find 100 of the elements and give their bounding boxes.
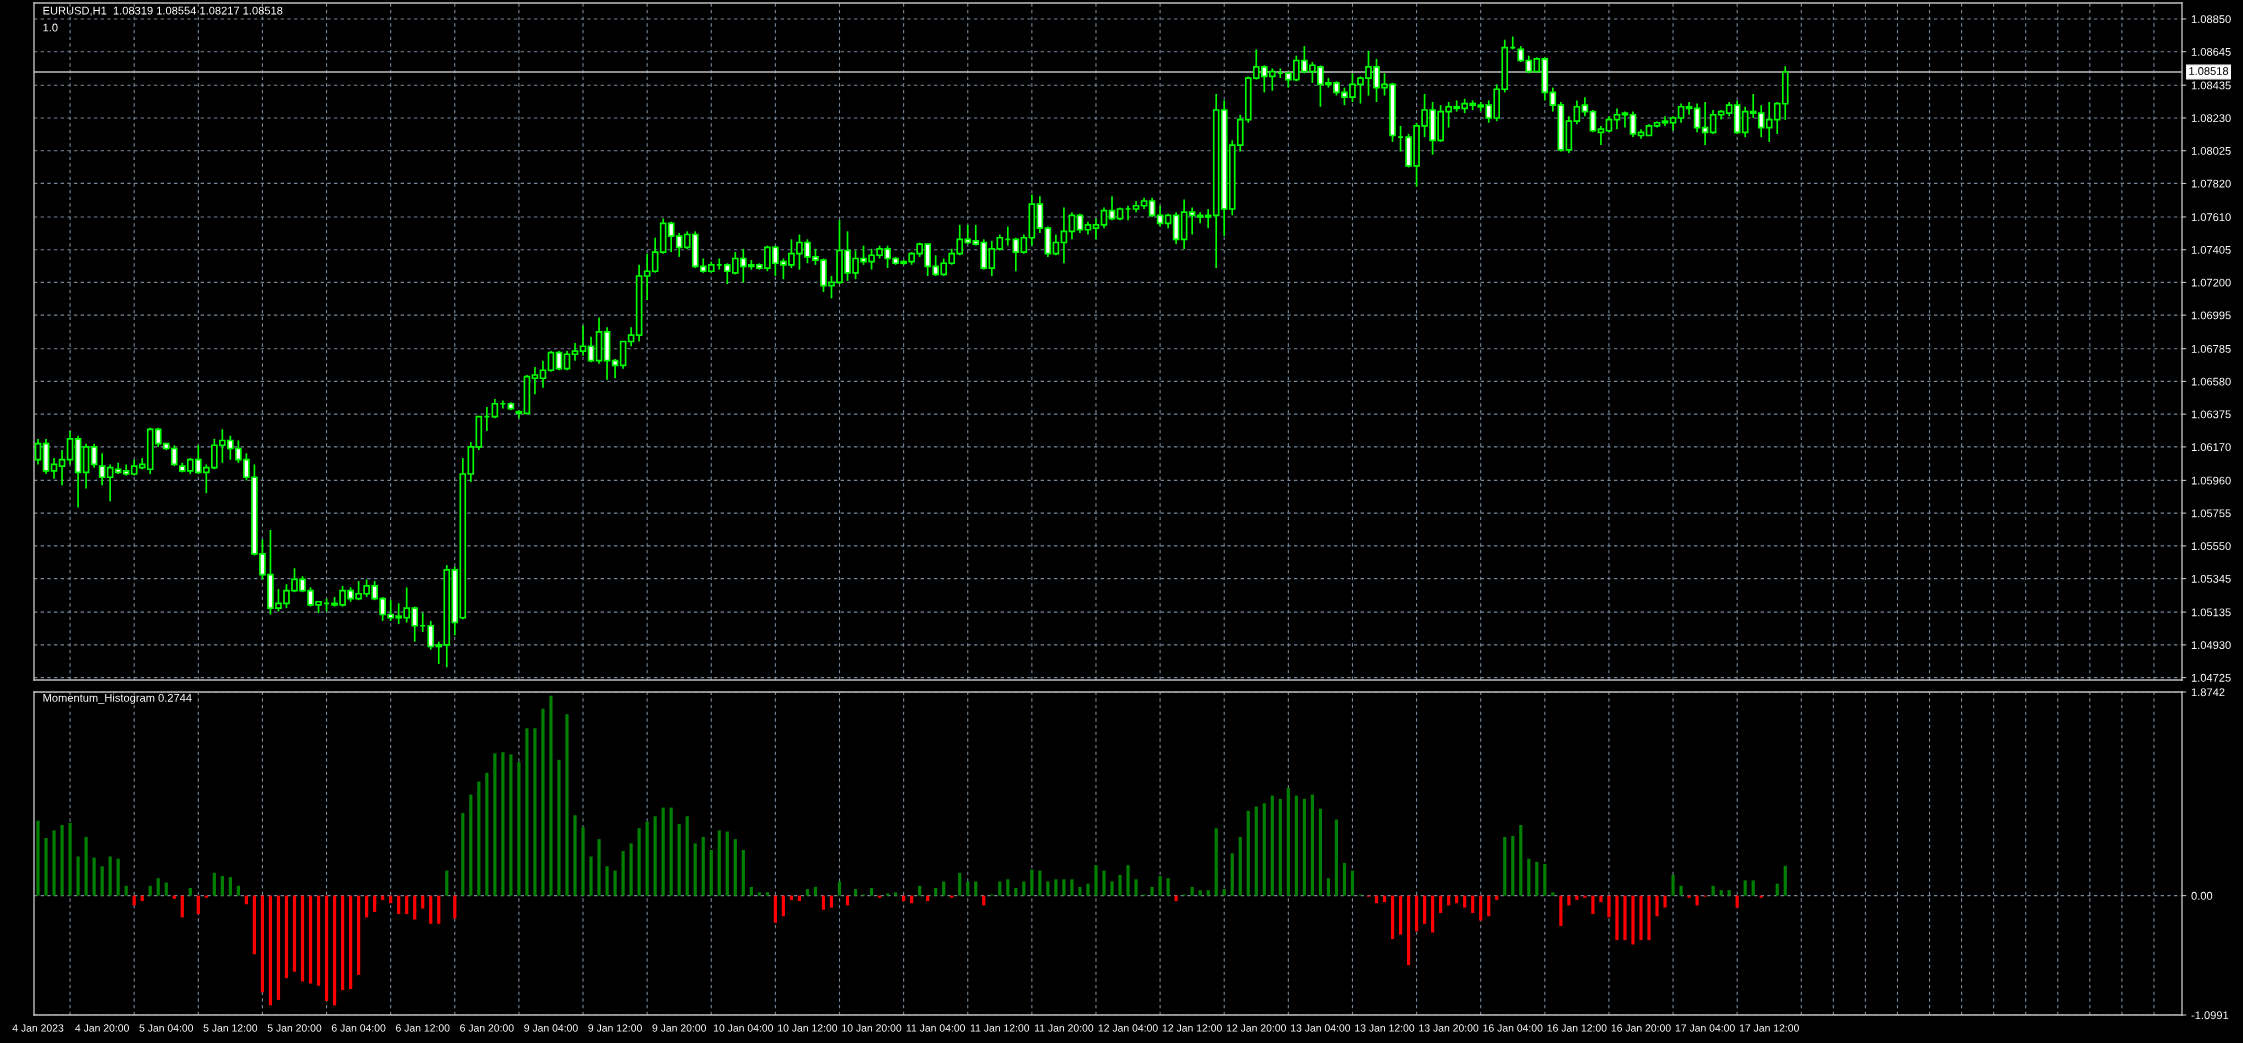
bar [1318,808,1322,896]
candlestick [547,350,555,373]
bar [621,851,625,896]
bar [164,882,168,896]
y-tick-label: 1.06785 [2191,344,2231,353]
candlestick [1012,236,1020,273]
bar [685,816,689,896]
bar [300,895,305,982]
y-tick-label: 1.8742 [2191,688,2225,697]
chart-title: Momentum_Histogram 0.2744 [43,693,192,704]
bar [1663,895,1667,908]
candlestick [1549,86,1557,113]
candlestick [1701,101,1709,146]
bar [52,830,56,896]
candlestick [1100,206,1108,229]
bar [1062,879,1066,896]
bar [1599,895,1603,903]
bar [894,892,898,896]
bar [781,895,785,917]
bar [1390,895,1395,940]
bar [276,895,281,1000]
bar [100,866,104,896]
bar [1086,883,1090,896]
y-tick-label: 1.07610 [2191,213,2231,222]
bar [84,836,88,896]
bar [156,878,160,896]
bar [108,856,112,896]
bar [637,828,641,896]
candlestick [571,342,579,362]
candlestick [1629,110,1637,138]
bar [1126,865,1130,896]
x-tick-label: 12 Jan 04:00 [1098,1024,1158,1032]
y-tick-label: 1.04930 [2191,641,2231,650]
bar [1222,889,1226,896]
bar [1743,880,1747,896]
candlestick [98,452,106,487]
bar [1711,885,1715,896]
candlestick [587,335,595,364]
bar [68,822,72,896]
bar [1078,886,1082,896]
bar [429,895,433,924]
bar [549,695,553,896]
x-tick-label: 5 Jan 04:00 [139,1024,194,1032]
x-tick-label: 13 Jan 12:00 [1355,1024,1415,1032]
candlestick [1573,99,1581,126]
ref-line-label: 1.08518 [2189,67,2229,75]
bar [1302,798,1306,896]
bar [1070,879,1074,896]
text: 1.0 [43,23,58,32]
bar [966,881,970,896]
bar [1294,795,1298,896]
bar [1727,890,1731,896]
x-tick-label: 16 Jan 20:00 [1611,1024,1671,1032]
bar [725,831,729,896]
x-tick-label: 9 Jan 12:00 [588,1024,642,1032]
bar [1551,892,1555,896]
bar [1278,798,1282,896]
x-tick-label: 10 Jan 20:00 [842,1024,902,1032]
bar [461,813,465,896]
bar [1431,895,1435,933]
bar [605,866,609,896]
candlestick [1677,102,1685,124]
bar [1471,895,1475,913]
bar [188,888,192,896]
bar [1254,806,1258,896]
bar [589,856,593,896]
bar [316,895,321,986]
candlestick [1188,206,1196,236]
y-tick-label: 1.05960 [2191,476,2231,485]
x-tick-label: 9 Jan 20:00 [652,1024,707,1032]
bar [581,827,585,896]
candlestick [531,366,539,396]
bar [501,752,505,896]
y-tick-label: 1.06375 [2191,410,2231,419]
bar [1695,895,1699,906]
candlestick [1036,195,1044,234]
bar [701,836,705,896]
bar [36,820,40,896]
bar [1238,836,1242,896]
bar [252,895,257,955]
bar [1422,895,1427,924]
chart-title: EURUSD,H1 1.08319 1.08554 1.08217 1.08518 [43,6,283,16]
candlestick [1709,109,1717,135]
bar [645,821,649,896]
bar [1102,870,1106,896]
bar [1519,824,1523,896]
bar [573,815,577,896]
bar [332,895,337,1006]
candlestick [627,326,635,348]
bar [60,824,64,896]
bar [1559,895,1563,927]
y-tick-label: 1.05345 [2191,574,2231,583]
bar [1439,895,1443,913]
bar [1198,890,1202,896]
bar [1006,879,1010,896]
bar [493,753,497,896]
bar [1679,885,1683,896]
bar [1014,888,1018,896]
bar [413,895,417,920]
bar [934,888,938,896]
